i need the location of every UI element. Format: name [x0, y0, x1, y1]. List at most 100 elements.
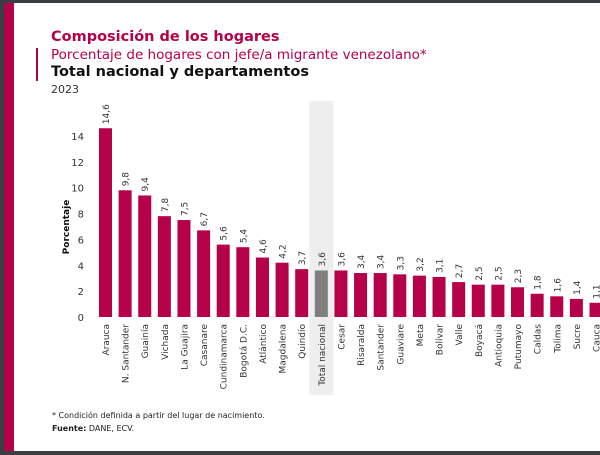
data-label: 3,1	[436, 259, 446, 273]
x-tick-label: Bolívar	[436, 324, 446, 356]
footnote: * Condición definida a partir del lugar …	[52, 411, 265, 420]
data-label: 3,4	[357, 254, 367, 269]
x-tick-label: Valle	[455, 324, 465, 346]
chart-subtitle: Porcentaje de hogares con jefe/a migrant…	[51, 47, 427, 63]
x-tick-label: Cesar	[337, 324, 347, 350]
x-tick-label: Caldas	[534, 324, 544, 355]
data-label: 3,3	[396, 256, 406, 270]
x-tick-label: Quindío	[298, 324, 308, 359]
bar	[530, 293, 544, 317]
chart-title: Composición de los hogares	[51, 29, 280, 45]
y-axis-label: Porcentaje	[62, 200, 72, 255]
y-tick-label: 12	[71, 158, 84, 169]
bar	[295, 269, 309, 317]
y-tick-label: 8	[78, 210, 84, 221]
bar	[589, 302, 600, 317]
x-tick-label: Putumayo	[514, 324, 524, 370]
bar	[452, 282, 466, 317]
data-label: 1,4	[573, 280, 583, 295]
y-tick-label: 10	[71, 184, 84, 195]
data-label: 2,5	[475, 266, 485, 280]
x-tick-label: Cauca	[593, 324, 600, 352]
x-tick-label: Magdalena	[279, 324, 289, 373]
data-label: 3,7	[298, 251, 308, 265]
x-tick-label: Tolima	[553, 324, 563, 354]
data-label: 9,8	[122, 172, 132, 187]
data-label: 2,3	[514, 269, 524, 283]
x-tick-label: La Guajira	[180, 324, 190, 370]
accent-stripe	[4, 3, 14, 451]
x-tick-label: Vichada	[161, 324, 171, 360]
data-label: 4,2	[279, 244, 289, 258]
data-label: 3,2	[416, 257, 426, 271]
data-label: 2,7	[455, 264, 465, 278]
bar	[99, 128, 112, 317]
y-tick-label: 4	[78, 261, 84, 272]
x-tick-label: Total nacional	[318, 324, 328, 387]
slide-panel: Composición de los hogares Porcentaje de…	[4, 3, 600, 451]
bar	[569, 298, 583, 317]
source-line: Fuente: DANE, ECV.	[52, 424, 134, 433]
x-tick-label: Boyacá	[475, 324, 485, 357]
bar	[118, 190, 132, 317]
highlight-band	[309, 101, 334, 395]
data-label: 14,6	[102, 104, 112, 124]
data-label: 1,1	[593, 284, 600, 298]
x-tick-label: Atlántico	[259, 324, 269, 364]
data-label: 3,6	[337, 252, 347, 267]
bar	[491, 284, 505, 317]
source-text: DANE, ECV.	[86, 424, 135, 433]
data-label: 7,8	[161, 198, 171, 213]
data-label: 4,6	[259, 239, 269, 254]
data-label: 1,6	[553, 278, 563, 293]
x-tick-label: Guainía	[141, 324, 151, 358]
data-label: 1,8	[534, 275, 544, 290]
bar	[412, 275, 426, 317]
bar	[354, 273, 368, 317]
data-label: 2,5	[494, 266, 504, 280]
bar	[373, 273, 387, 317]
data-label: 3,4	[377, 254, 387, 269]
bar	[314, 270, 328, 317]
x-tick-label: Arauca	[102, 324, 112, 356]
source-label: Fuente:	[52, 424, 87, 433]
y-tick-label: 0	[78, 313, 84, 324]
x-tick-label: Risaralda	[357, 324, 367, 366]
x-tick-label: N. Santander	[122, 324, 132, 383]
data-label: 3,6	[318, 252, 328, 267]
bar	[432, 276, 446, 317]
y-tick-label: 2	[78, 287, 84, 298]
x-tick-label: Meta	[416, 324, 426, 346]
y-tick-label: 14	[71, 132, 84, 143]
data-label: 6,7	[200, 212, 210, 226]
bar	[511, 287, 525, 317]
x-tick-label: Casanare	[200, 324, 210, 367]
chart-heading: Total nacional y departamentos	[51, 64, 309, 80]
x-tick-label: Santander	[377, 324, 387, 371]
bar	[157, 216, 171, 317]
x-tick-label: Antioquia	[494, 324, 504, 367]
y-tick-label: 6	[78, 235, 84, 246]
bar	[236, 247, 250, 317]
data-label: 9,4	[141, 177, 151, 192]
bar	[197, 230, 211, 317]
x-tick-label: Guaviare	[396, 324, 406, 365]
chart-year: 2023	[51, 83, 79, 96]
bar	[138, 195, 152, 317]
x-tick-label: Cundinamarca	[220, 324, 230, 389]
bar	[216, 244, 230, 317]
bar	[334, 270, 348, 317]
bar	[393, 274, 407, 317]
data-label: 5,4	[239, 229, 249, 244]
bar	[471, 284, 485, 317]
bar	[177, 220, 191, 317]
bar	[255, 257, 269, 317]
data-label: 7,5	[180, 202, 190, 216]
bar-chart: 0 2 4 6 8 10 12 14 Porcentaje 14,6 Arauca 9,8 N. San…	[62, 101, 600, 395]
bar	[275, 262, 289, 317]
x-tick-label: Bogotá D.C.	[239, 324, 249, 378]
title-accent-bar	[36, 48, 38, 81]
data-label: 5,6	[220, 226, 230, 241]
x-tick-label: Sucre	[573, 324, 583, 350]
bar	[550, 296, 564, 317]
